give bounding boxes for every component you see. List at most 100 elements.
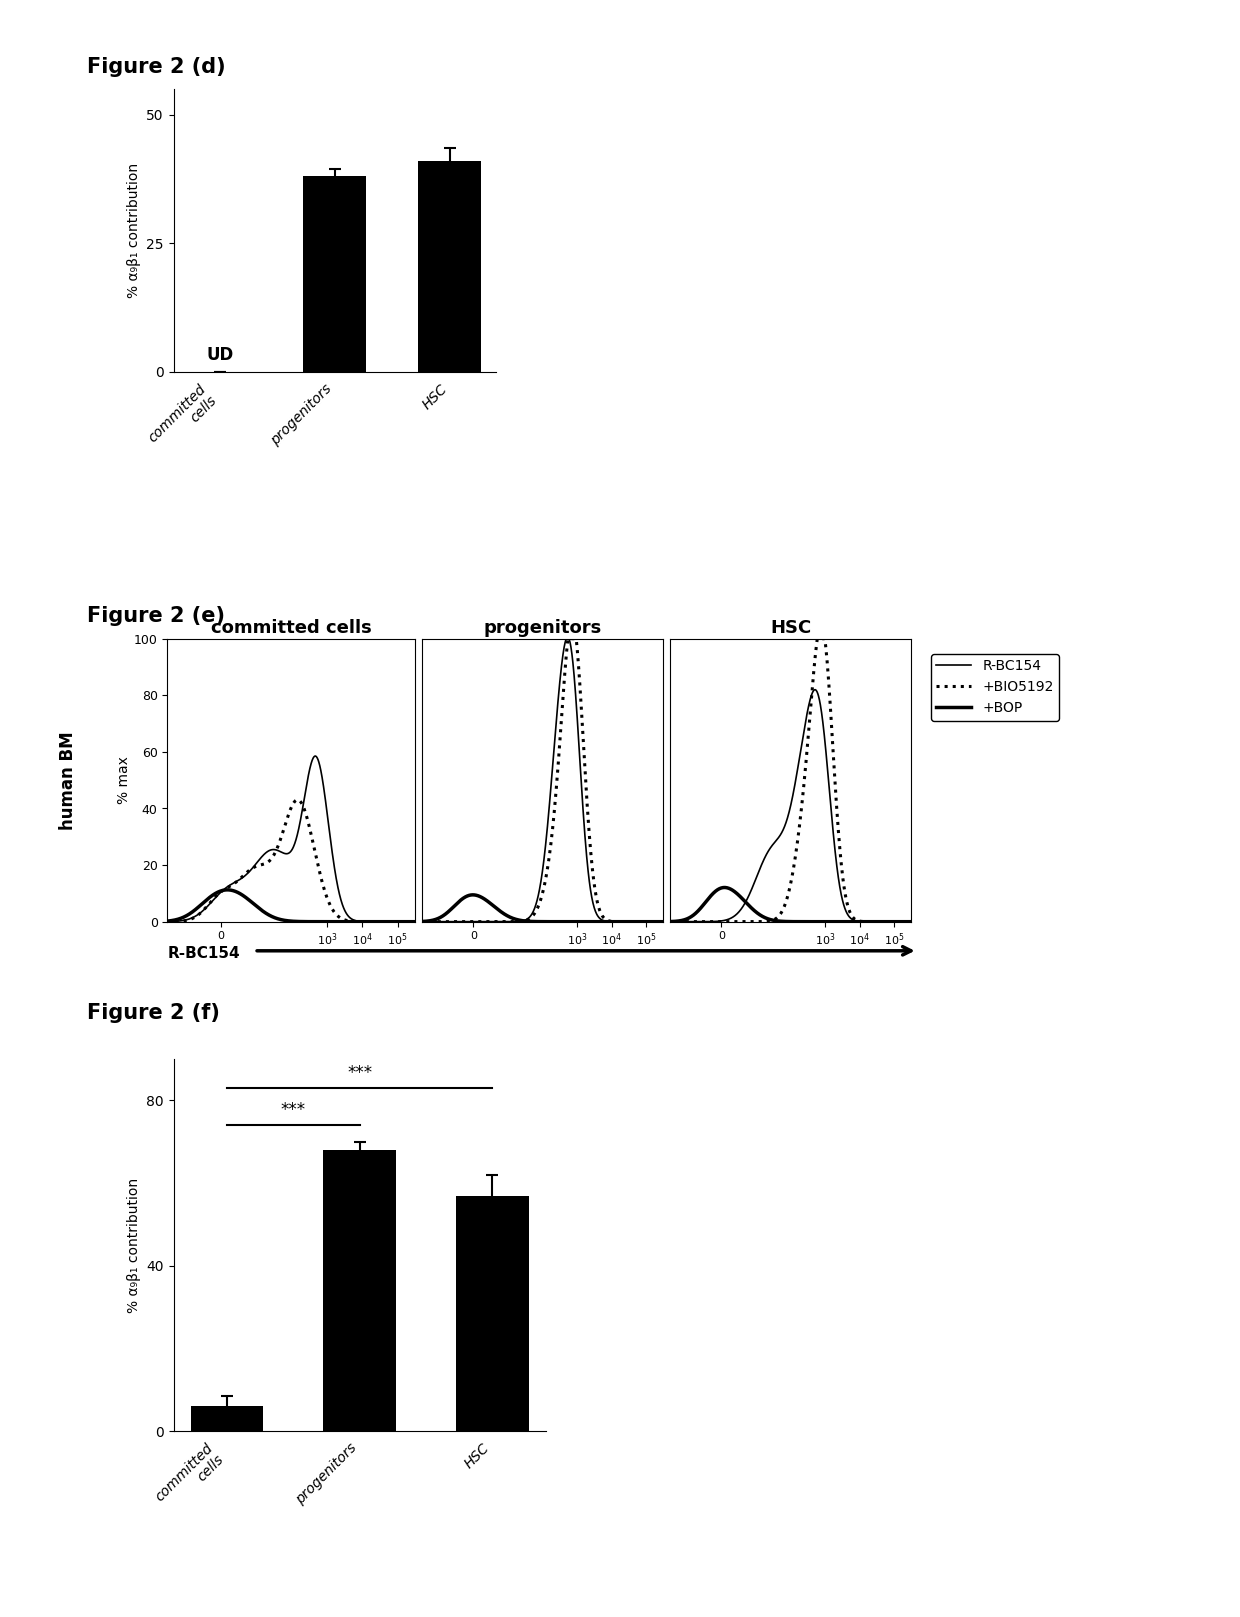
- R-BC154: [331, 878, 346, 897]
- +BOP: [603, 912, 618, 931]
- Line: +BOP: +BOP: [422, 894, 663, 922]
- R-BC154: [656, 912, 671, 931]
- R-BC154: [512, 912, 527, 931]
- +BIO5192: [408, 912, 423, 931]
- R-BC154: [160, 912, 175, 931]
- Bar: [418, 162, 481, 372]
- R-BC154: [353, 912, 368, 931]
- +BIO5192: [290, 791, 305, 810]
- Title: committed cells: committed cells: [211, 619, 372, 637]
- Y-axis label: % max: % max: [117, 757, 131, 804]
- R-BC154: [439, 912, 454, 931]
- +BOP: [580, 912, 595, 931]
- Bar: [324, 1150, 396, 1431]
- +BIO5192: [521, 910, 536, 930]
- Text: ***: ***: [280, 1101, 306, 1119]
- Y-axis label: % α₉β₁ contribution: % α₉β₁ contribution: [126, 163, 141, 298]
- +BOP: [828, 912, 843, 931]
- Line: R-BC154: R-BC154: [422, 639, 663, 922]
- R-BC154: [851, 912, 866, 931]
- +BIO5192: [439, 912, 454, 931]
- +BIO5192: [662, 912, 677, 931]
- R-BC154: [662, 912, 677, 931]
- +BIO5192: [608, 912, 622, 931]
- +BOP: [408, 912, 423, 931]
- +BIO5192: [269, 839, 284, 859]
- +BIO5192: [260, 852, 275, 872]
- +BOP: [331, 912, 346, 931]
- R-BC154: [807, 681, 822, 700]
- +BOP: [904, 912, 919, 931]
- +BIO5192: [904, 912, 919, 931]
- +BOP: [608, 912, 622, 931]
- +BOP: [760, 909, 775, 928]
- R-BC154: [760, 842, 775, 862]
- Line: +BIO5192: +BIO5192: [422, 639, 663, 922]
- R-BC154: [603, 912, 618, 931]
- +BOP: [687, 906, 702, 925]
- +BOP: [717, 878, 732, 897]
- +BOP: [856, 912, 870, 931]
- +BIO5192: [414, 912, 429, 931]
- +BIO5192: [687, 912, 702, 931]
- +BIO5192: [358, 912, 373, 931]
- +BOP: [185, 902, 200, 922]
- +BOP: [269, 909, 284, 928]
- +BIO5192: [603, 912, 618, 931]
- +BOP: [656, 912, 671, 931]
- R-BC154: [308, 747, 322, 766]
- +BOP: [512, 910, 527, 930]
- +BOP: [439, 904, 454, 923]
- +BIO5192: [353, 912, 368, 931]
- Text: Figure 2 (e): Figure 2 (e): [87, 606, 224, 626]
- R-BC154: [769, 831, 784, 851]
- Bar: [304, 176, 366, 372]
- Text: human BM: human BM: [60, 731, 77, 830]
- Text: Figure 2 (d): Figure 2 (d): [87, 57, 226, 76]
- R-BC154: [414, 912, 429, 931]
- Text: ***: ***: [347, 1064, 372, 1082]
- +BIO5192: [856, 912, 870, 931]
- Line: R-BC154: R-BC154: [167, 757, 415, 922]
- +BIO5192: [160, 912, 175, 931]
- R-BC154: [608, 912, 622, 931]
- Title: HSC: HSC: [770, 619, 811, 637]
- +BOP: [353, 912, 368, 931]
- Line: +BOP: +BOP: [167, 889, 415, 922]
- R-BC154: [521, 909, 536, 928]
- R-BC154: [260, 842, 275, 862]
- +BIO5192: [185, 909, 200, 928]
- R-BC154: [828, 849, 843, 868]
- Line: R-BC154: R-BC154: [670, 690, 911, 922]
- R-BC154: [856, 912, 870, 931]
- +BIO5192: [760, 912, 775, 931]
- Line: +BIO5192: +BIO5192: [670, 639, 911, 922]
- Legend: R-BC154, +BIO5192, +BOP: R-BC154, +BIO5192, +BOP: [931, 653, 1059, 721]
- R-BC154: [269, 841, 284, 860]
- +BOP: [662, 912, 677, 931]
- +BIO5192: [512, 912, 527, 931]
- +BIO5192: [560, 629, 575, 648]
- +BOP: [769, 910, 784, 930]
- +BIO5192: [851, 910, 866, 930]
- +BOP: [414, 912, 429, 931]
- Line: +BIO5192: +BIO5192: [167, 800, 415, 922]
- Bar: [191, 1407, 263, 1431]
- Title: progenitors: progenitors: [484, 619, 601, 637]
- Line: +BOP: +BOP: [670, 888, 911, 922]
- R-BC154: [904, 912, 919, 931]
- +BOP: [160, 912, 175, 931]
- +BOP: [851, 912, 866, 931]
- Text: R-BC154: R-BC154: [167, 946, 241, 960]
- R-BC154: [580, 859, 595, 878]
- +BIO5192: [828, 786, 843, 805]
- R-BC154: [408, 912, 423, 931]
- Bar: [456, 1195, 528, 1431]
- +BIO5192: [769, 909, 784, 928]
- +BIO5192: [580, 805, 595, 825]
- R-BC154: [358, 912, 373, 931]
- +BIO5192: [656, 912, 671, 931]
- +BOP: [358, 912, 373, 931]
- Y-axis label: % α₉β₁ contribution: % α₉β₁ contribution: [126, 1177, 140, 1313]
- +BOP: [521, 912, 536, 931]
